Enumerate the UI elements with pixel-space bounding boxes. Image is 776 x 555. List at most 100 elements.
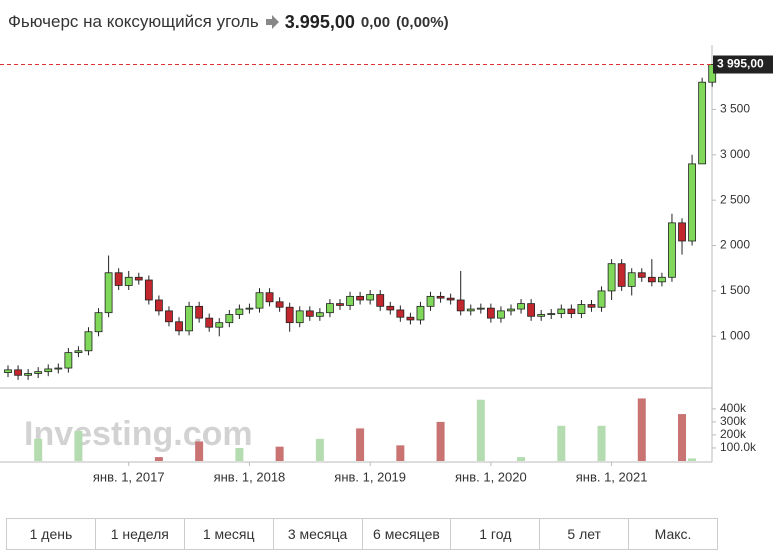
watermark: Investing.com (24, 415, 253, 453)
candle-body (4, 369, 12, 373)
range-button[interactable]: 3 месяца (274, 519, 363, 549)
candle-body (446, 297, 455, 301)
candle-body (195, 305, 204, 319)
arrow-icon (265, 15, 279, 29)
volume-bar (275, 446, 284, 461)
x-tick-label: янв. 1, 2019 (334, 469, 406, 484)
range-bar: 1 день 1 неделя 1 месяц 3 месяца 6 месяцев 1 … (6, 518, 718, 550)
volume-bar (678, 414, 687, 461)
candle-body (426, 295, 435, 307)
change: 0,00 (360, 13, 391, 31)
volume-bar (356, 428, 365, 461)
range-button[interactable]: 6 месяцев (363, 519, 452, 549)
range-button[interactable]: 5 лет (540, 519, 630, 549)
candle-body (396, 309, 405, 318)
candle-body (617, 263, 626, 287)
candle-body (456, 299, 465, 312)
x-tick-label: янв. 1, 2021 (576, 469, 648, 484)
candle-body (295, 310, 304, 324)
candle-body (225, 314, 234, 324)
candle-body (336, 303, 344, 306)
y-tick-label: 3 500 (720, 102, 750, 116)
candle-body (235, 308, 244, 315)
candle-body (557, 308, 566, 314)
volume-bar (557, 425, 566, 461)
candle-body (356, 295, 365, 301)
volume-bar (637, 398, 646, 461)
volume-bar (688, 458, 697, 461)
volume-bar (396, 445, 405, 461)
candle-body (527, 303, 536, 317)
candle-body (587, 304, 596, 308)
candle-body (205, 317, 214, 328)
volume-bar (34, 438, 43, 461)
volume-bar (517, 457, 526, 461)
candle-body (386, 305, 395, 311)
candle-body (497, 310, 505, 319)
candle-body (637, 272, 646, 278)
y-tick-label: 2 500 (720, 192, 750, 206)
candle-body (245, 307, 254, 310)
candle-body (647, 276, 656, 283)
y-tick-label: 1 500 (720, 283, 750, 297)
range-button[interactable]: 1 день (7, 519, 96, 549)
candle-body (678, 222, 686, 242)
candle-body (74, 350, 83, 354)
candle-body (285, 306, 294, 324)
range-button[interactable]: 1 год (451, 519, 541, 549)
volume-tick-label: 400k (720, 401, 747, 415)
candle-body (165, 310, 173, 323)
range-button[interactable]: 1 неделя (96, 519, 185, 549)
candle-body (597, 290, 606, 308)
volume-bar (476, 399, 485, 461)
volume-tick-label: 200k (720, 427, 747, 441)
candle-body (134, 276, 143, 281)
range-button[interactable]: 1 месяц (185, 519, 274, 549)
candle-body (668, 222, 676, 278)
candle-body (185, 305, 193, 332)
last-price-label: 3 995,00 (717, 57, 764, 71)
volume-bar (315, 438, 324, 461)
candle-body (577, 304, 586, 314)
y-tick-label: 3 000 (720, 147, 750, 161)
candle-body (215, 322, 224, 328)
volume-bar (74, 431, 83, 461)
y-tick-label: 1 000 (720, 328, 750, 342)
candle-body (144, 279, 153, 301)
change-percent: (0,00%) (396, 13, 449, 31)
candle-body (315, 312, 324, 317)
candle-body (698, 81, 707, 165)
candle-body (154, 299, 163, 312)
candle-body (436, 295, 445, 299)
candle-body (416, 305, 425, 321)
candle-body (688, 163, 696, 242)
candle-body (24, 373, 33, 376)
price: 3.995,00 (284, 11, 355, 32)
volume-bar (436, 421, 445, 461)
last-price-box (713, 55, 773, 74)
candle-body (517, 303, 525, 310)
x-tick-label: янв. 1, 2017 (93, 469, 165, 484)
candle-body (658, 276, 666, 283)
header: Фьючерс на коксующийся уголь 3.995,00 0,… (8, 8, 449, 36)
candle-body (466, 308, 475, 312)
volume-bar (235, 447, 244, 461)
candle-body (376, 294, 385, 307)
candle-body (175, 321, 183, 332)
candle-body (507, 308, 515, 312)
range-button[interactable]: Макс. (654, 526, 692, 542)
candle-body (346, 295, 354, 306)
y-tick-label: 2 000 (720, 238, 750, 252)
candle-body (44, 368, 53, 373)
candle-body (34, 371, 43, 374)
x-tick-label: янв. 1, 2018 (214, 469, 286, 484)
candle-body (265, 292, 274, 303)
candle-body (275, 301, 284, 308)
candle-body (607, 263, 616, 292)
candle-body (54, 367, 63, 370)
candle-body (305, 310, 314, 317)
volume-bar (154, 457, 163, 461)
volume-bar (195, 441, 204, 461)
candle-body (486, 307, 495, 319)
